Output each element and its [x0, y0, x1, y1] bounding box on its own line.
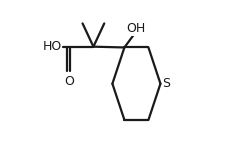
Text: OH: OH	[126, 22, 146, 35]
Text: HO: HO	[42, 40, 62, 53]
Text: O: O	[64, 75, 74, 88]
Text: S: S	[162, 77, 170, 90]
